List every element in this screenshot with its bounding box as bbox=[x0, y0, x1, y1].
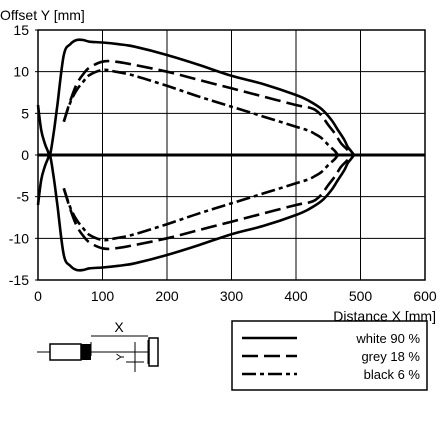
series-line-black-lower bbox=[62, 154, 339, 242]
y-tick-label: -5 bbox=[17, 189, 30, 205]
x-axis-title: Distance X [mm] bbox=[333, 308, 436, 324]
series-line-grey-lower bbox=[62, 154, 352, 251]
series-line-black-upper bbox=[62, 68, 339, 156]
y-tick-label: -10 bbox=[9, 230, 29, 246]
series-line-white-lower bbox=[36, 153, 356, 272]
y-tick-label: 5 bbox=[21, 105, 29, 121]
x-tick-label: 0 bbox=[34, 288, 42, 304]
y-ticks: 15 10 5 0 -5 -10 -15 bbox=[9, 22, 38, 288]
series-layer bbox=[36, 38, 356, 272]
legend-label-white: white 90 % bbox=[355, 331, 420, 346]
x-tick-label: 500 bbox=[349, 288, 373, 304]
sensor-sketch: X Y bbox=[37, 319, 159, 372]
legend: white 90 % grey 18 % black 6 % bbox=[231, 320, 428, 391]
x-tick-label: 100 bbox=[91, 288, 115, 304]
y-axis-title: Offset Y [mm] bbox=[0, 7, 85, 23]
x-tick-label: 600 bbox=[413, 288, 437, 304]
y-tick-label: 10 bbox=[13, 64, 29, 80]
y-tick-label: 15 bbox=[13, 22, 29, 38]
x-tick-label: 300 bbox=[220, 288, 244, 304]
series-line-grey-upper bbox=[62, 59, 352, 156]
x-dimension-label: X bbox=[114, 319, 124, 335]
y-dimension-label: Y bbox=[115, 353, 127, 361]
series-line-white-upper bbox=[36, 38, 356, 157]
y-tick-label: 0 bbox=[21, 147, 29, 163]
target-object bbox=[148, 337, 159, 367]
x-tick-label: 200 bbox=[155, 288, 179, 304]
x-ticks: 0 100 200 300 400 500 600 bbox=[34, 288, 437, 304]
legend-label-grey: grey 18 % bbox=[361, 349, 420, 364]
legend-label-black: black 6 % bbox=[364, 367, 421, 382]
x-tick-label: 400 bbox=[284, 288, 308, 304]
sensor-body bbox=[49, 343, 82, 361]
y-tick-label: -15 bbox=[9, 272, 29, 288]
sensor-lens bbox=[81, 344, 91, 360]
